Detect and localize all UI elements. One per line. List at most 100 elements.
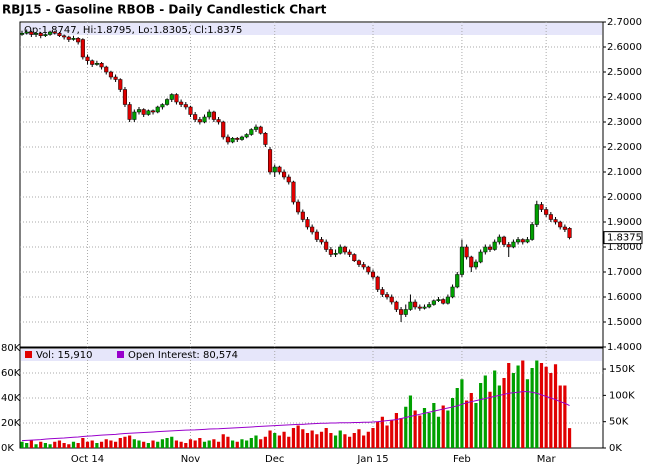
- volume-bar: [446, 410, 450, 448]
- volume-bar: [99, 441, 104, 448]
- volume-bar: [460, 379, 464, 448]
- volume-bar: [114, 441, 118, 448]
- volume-bar: [76, 443, 80, 448]
- candle-body: [57, 33, 62, 36]
- volume-bar: [385, 425, 389, 448]
- candle-body: [122, 89, 128, 105]
- volume-bar: [282, 431, 286, 448]
- volume-bar: [535, 360, 539, 448]
- candle-body: [94, 63, 99, 65]
- header-strip: [21, 23, 602, 35]
- candle-body: [193, 114, 198, 120]
- volume-bar: [563, 385, 567, 448]
- candle-body: [548, 214, 553, 220]
- candle-body: [469, 256, 474, 268]
- candle-body: [567, 228, 572, 238]
- v-tick-label: 80K: [1, 343, 21, 354]
- candle-body: [136, 109, 142, 113]
- candle-body: [150, 110, 156, 113]
- volume-bar: [507, 363, 511, 448]
- candle-body: [305, 219, 310, 228]
- candle-body: [188, 106, 193, 115]
- volume-bar: [128, 435, 132, 448]
- candle-body: [197, 119, 202, 123]
- candle-body: [90, 60, 95, 65]
- volume-bar: [474, 403, 478, 448]
- y-tick-label: 2.7000: [607, 17, 642, 28]
- candle-body: [221, 121, 226, 138]
- volume-bar: [216, 441, 221, 448]
- candle-body: [558, 221, 563, 228]
- volume-bar: [90, 440, 94, 448]
- volume-bar: [174, 440, 179, 448]
- candle-body: [62, 35, 67, 38]
- chart-title: RBJ15 - Gasoline RBOB - Daily Candlestic…: [2, 3, 327, 17]
- candle-body: [534, 204, 539, 225]
- candle-body: [43, 34, 48, 36]
- volume-bar: [57, 440, 62, 448]
- candle-body: [455, 274, 460, 288]
- candle-body: [562, 226, 567, 230]
- candle-body: [314, 231, 319, 240]
- candle-body: [530, 224, 535, 240]
- y2-tick-label: 100K: [609, 390, 635, 401]
- candle-body: [230, 138, 235, 143]
- candle-body: [211, 111, 216, 120]
- volume-bar: [291, 428, 296, 448]
- volume-bar: [268, 430, 272, 448]
- volume-bar: [301, 429, 305, 448]
- y-tick-label: 1.6000: [607, 292, 642, 303]
- volume-bar: [109, 440, 113, 448]
- y-tick-label: 2.4000: [607, 92, 642, 103]
- candle-body: [403, 309, 408, 315]
- volume-bar: [497, 385, 501, 448]
- candle-body: [141, 109, 146, 115]
- candle-body: [66, 36, 71, 40]
- volume-bar: [296, 425, 300, 448]
- volume-bar: [62, 443, 66, 448]
- volume-bar: [493, 370, 497, 448]
- candle-body: [33, 33, 39, 35]
- candle-body: [356, 260, 362, 265]
- volume-bar: [235, 441, 239, 448]
- volume-header: [21, 349, 602, 361]
- volume-bar: [29, 440, 33, 448]
- candle-body: [473, 261, 479, 268]
- volume-bar: [394, 413, 398, 448]
- candle-body: [169, 94, 174, 100]
- volume-bar: [273, 433, 277, 448]
- volume-bar: [376, 421, 380, 448]
- candle-body: [99, 63, 104, 68]
- candle-body: [267, 149, 273, 173]
- candle-body: [310, 226, 315, 233]
- volume-bar: [245, 440, 249, 448]
- candle-body: [253, 126, 259, 130]
- volume-bar: [142, 441, 146, 448]
- candle-body: [333, 253, 338, 255]
- volume-bar: [71, 441, 76, 448]
- volume-bar: [324, 428, 328, 448]
- x-tick-label: Mar: [537, 454, 557, 464]
- candle-body: [277, 166, 282, 173]
- volume-bar: [165, 438, 169, 448]
- volume-bar: [53, 441, 57, 448]
- candle-body: [132, 111, 137, 120]
- y2-tick-label: 150K: [609, 364, 635, 375]
- candle-body: [464, 246, 469, 258]
- volume-bar: [427, 413, 431, 448]
- candle-body: [258, 126, 263, 134]
- volume-bar: [366, 431, 370, 448]
- volume-bar: [310, 430, 314, 448]
- volume-bar: [413, 410, 417, 448]
- legend-swatch: [117, 351, 124, 358]
- volume-bar: [277, 435, 281, 448]
- y-tick-label: 2.2000: [607, 142, 642, 153]
- y-tick-label: 1.4000: [607, 342, 642, 353]
- volume-bar: [315, 434, 319, 448]
- volume-bar: [207, 440, 211, 448]
- volume-bar: [488, 391, 492, 448]
- volume-bar: [104, 439, 108, 448]
- y2-tick-label: 0K: [609, 443, 622, 454]
- candle-body: [300, 211, 305, 220]
- y-tick-label: 1.9000: [607, 217, 642, 228]
